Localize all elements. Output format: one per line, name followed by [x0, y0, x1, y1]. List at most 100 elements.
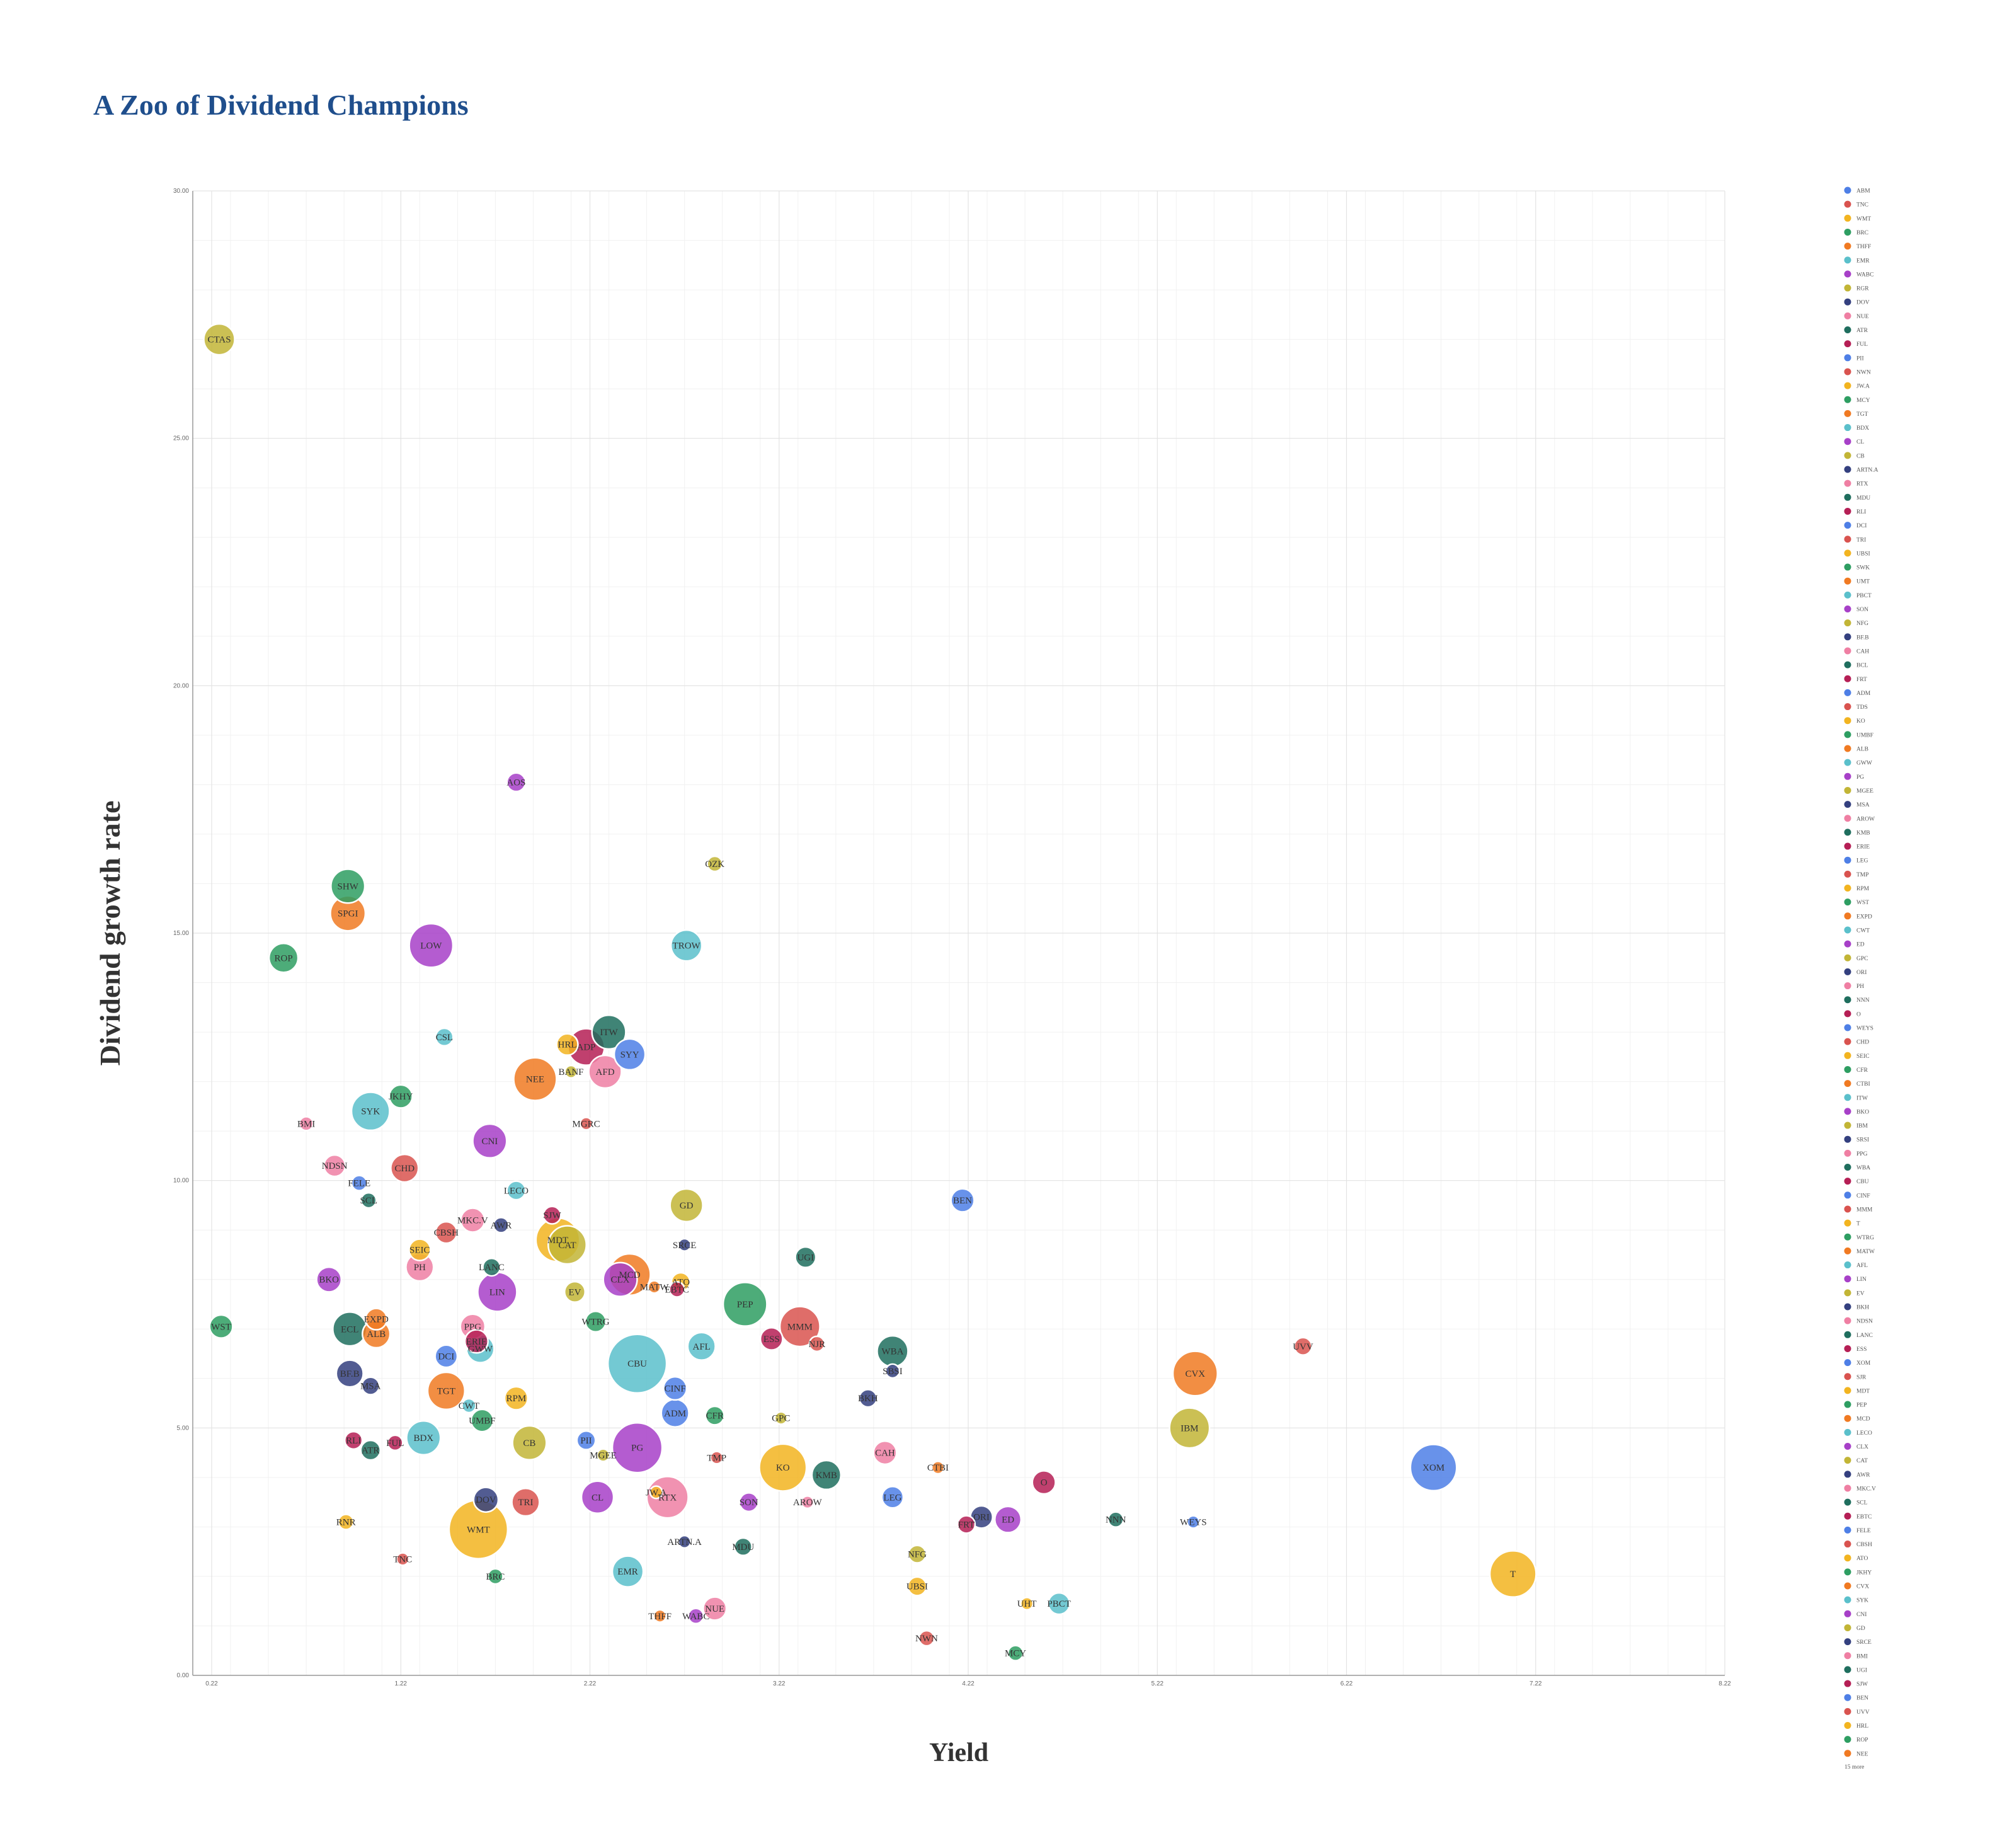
bubble-labels: CTAS AOS OZK SHW SPGI LOW TROW ROP CSL HRL ADP ITW S… — [207, 335, 1516, 1659]
y-tick-label: 10.00 — [173, 1178, 189, 1185]
legend-item: MDU — [1856, 495, 1870, 502]
y-tick-label: 15.00 — [173, 930, 189, 937]
legend-item: EV — [1856, 1290, 1865, 1297]
bubble-nfg — [907, 1544, 927, 1564]
legend-item: ABM — [1856, 188, 1870, 195]
legend-marker — [1844, 619, 1851, 627]
bubble-label: EV — [568, 1287, 581, 1297]
bubble-label: ATO — [672, 1278, 690, 1288]
bubble-label: CLX — [611, 1275, 630, 1285]
x-tick-label: 2.22 — [584, 1680, 597, 1687]
x-tick-label: 7.22 — [1530, 1680, 1542, 1687]
bubble-umbf — [470, 1408, 495, 1433]
legend-item: NDSN — [1856, 1319, 1873, 1325]
legend-item: ALB — [1856, 747, 1868, 753]
y-axis-title: Dividend growth rate — [94, 801, 126, 1066]
legend-marker — [1844, 786, 1851, 794]
legend-marker — [1844, 1471, 1851, 1478]
bubble-label: TMP — [707, 1453, 726, 1463]
bubble-weys — [1186, 1515, 1201, 1529]
legend-item: DCI — [1856, 523, 1867, 529]
legend-marker — [1844, 717, 1851, 725]
bubble-thff — [653, 1609, 667, 1623]
legend-item: CWT — [1856, 927, 1870, 934]
bubble-label: TROW — [673, 941, 701, 951]
legend-marker — [1844, 1345, 1851, 1352]
bubble-label: DCI — [438, 1352, 454, 1362]
bubble-label: CFR — [706, 1411, 724, 1421]
legend-item: ROP — [1856, 1737, 1868, 1743]
bubble-wtrg — [585, 1310, 607, 1333]
bubble-xom — [1409, 1443, 1458, 1492]
bubble-rop — [268, 943, 299, 973]
bubble-bko — [316, 1266, 343, 1293]
bubble-label: RPM — [506, 1394, 527, 1404]
bubble-artn-a — [677, 1534, 692, 1549]
bubble-label: ARTN.A — [667, 1537, 702, 1547]
legend-marker — [1844, 1722, 1851, 1729]
bubble-label: ERIE — [466, 1337, 487, 1347]
legend-marker — [1844, 507, 1851, 515]
x-tick-label: 6.22 — [1341, 1680, 1353, 1687]
legend-marker — [1844, 1707, 1851, 1715]
legend-marker — [1844, 284, 1851, 292]
bubble-expd — [365, 1307, 388, 1331]
legend-item: NUE — [1856, 314, 1869, 320]
grid — [192, 190, 1725, 1676]
legend-item: ED — [1856, 942, 1865, 948]
bubble-label: BKO — [319, 1275, 339, 1285]
legend-item: MGEE — [1856, 788, 1873, 795]
bubble-cni — [472, 1123, 508, 1159]
legend-item: BKH — [1856, 1305, 1869, 1311]
legend-marker — [1844, 870, 1851, 878]
legend-marker — [1844, 1387, 1851, 1394]
legend-item: GD — [1856, 1626, 1865, 1632]
bubble-wabc — [687, 1607, 704, 1625]
legend-marker — [1844, 1526, 1851, 1534]
legend-marker — [1844, 1052, 1851, 1059]
bubble-tgt — [426, 1371, 466, 1411]
bubble-label: WABC — [682, 1612, 709, 1622]
legend-marker — [1844, 759, 1851, 766]
bubble-label: WST — [211, 1322, 231, 1332]
legend-marker — [1844, 605, 1851, 612]
bubble-itw — [591, 1014, 627, 1050]
legend-marker — [1844, 1261, 1851, 1269]
bubble-seic — [408, 1238, 432, 1261]
legend-marker — [1844, 577, 1851, 585]
x-tick-label: 1.22 — [395, 1680, 408, 1687]
legend-item: RTX — [1856, 481, 1868, 488]
legend-item: ERIE — [1856, 844, 1870, 851]
legend-item: UBSI — [1856, 551, 1870, 557]
legend-marker — [1844, 1401, 1851, 1408]
legend-marker — [1844, 856, 1851, 864]
bubble-label: BANF — [558, 1067, 583, 1077]
legend-item: ARTN.A — [1856, 468, 1878, 474]
y-tick-label: 5.00 — [177, 1425, 190, 1432]
bubble-rnr — [337, 1513, 355, 1530]
legend-marker — [1844, 829, 1851, 836]
bubble-label: MCD — [619, 1270, 640, 1280]
bubble-label: ORI — [973, 1513, 990, 1523]
bubble-label: NWN — [915, 1634, 938, 1644]
bubble-tmp — [709, 1450, 724, 1465]
legend-marker — [1844, 1094, 1851, 1101]
legend-item: CBSH — [1856, 1542, 1872, 1548]
x-tick-label: 5.22 — [1152, 1680, 1164, 1687]
legend-marker — [1844, 270, 1851, 278]
bubble-label: MMM — [787, 1322, 813, 1332]
legend-marker — [1844, 633, 1851, 641]
bubble-son — [738, 1492, 759, 1513]
bubble-label: UMBF — [469, 1416, 496, 1426]
bubble-cinf — [663, 1375, 688, 1401]
bubble-label: NFG — [908, 1550, 927, 1560]
legend-marker — [1844, 1554, 1851, 1562]
legend-item: ATR — [1856, 328, 1868, 334]
bubble-label: RLI — [346, 1436, 361, 1446]
legend-item: CINF — [1856, 1193, 1870, 1199]
bubble-label: CINF — [665, 1384, 686, 1394]
bubble-label: ITW — [600, 1028, 618, 1038]
legend-item: CHD — [1856, 1040, 1869, 1046]
legend-item: UGI — [1856, 1667, 1867, 1673]
